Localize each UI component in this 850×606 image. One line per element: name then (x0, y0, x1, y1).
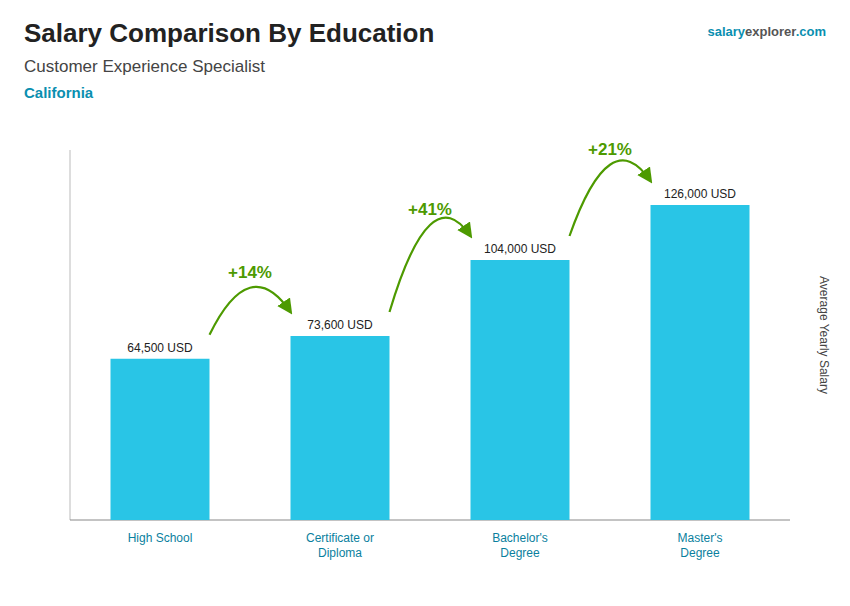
data-label: 126,000 USD (664, 187, 736, 201)
annotation-arrow (570, 160, 651, 236)
data-label: 64,500 USD (127, 341, 193, 355)
location: California (24, 84, 94, 101)
title: Salary Comparison By Education (24, 18, 434, 48)
annotation-arrow (210, 287, 291, 335)
watermark: salaryexplorer.com (707, 24, 826, 39)
subtitle: Customer Experience Specialist (24, 57, 265, 76)
x-tick-label: Bachelor'sDegree (492, 531, 548, 560)
x-tick-label: Certificate orDiploma (306, 531, 374, 560)
bar (291, 336, 390, 520)
watermark-part: salary (707, 24, 745, 39)
bar (111, 359, 210, 520)
x-tick-label: Master'sDegree (678, 531, 723, 560)
watermark-part: .com (796, 24, 826, 39)
annotation-arrow (390, 218, 471, 312)
annotation: +21% (588, 140, 632, 159)
y-axis-line (70, 150, 71, 520)
chart: Salary Comparison By Education Customer E… (0, 0, 850, 606)
data-label: 104,000 USD (484, 242, 556, 256)
bar (471, 260, 570, 520)
data-label: 73,600 USD (307, 318, 373, 332)
annotation: +41% (408, 200, 452, 219)
watermark-part: explorer (745, 24, 796, 39)
bars (111, 205, 750, 520)
y-axis-label: Average Yearly Salary (817, 276, 831, 394)
x-tick-label: High School (128, 531, 193, 545)
annotation: +14% (228, 263, 272, 282)
bar (651, 205, 750, 520)
